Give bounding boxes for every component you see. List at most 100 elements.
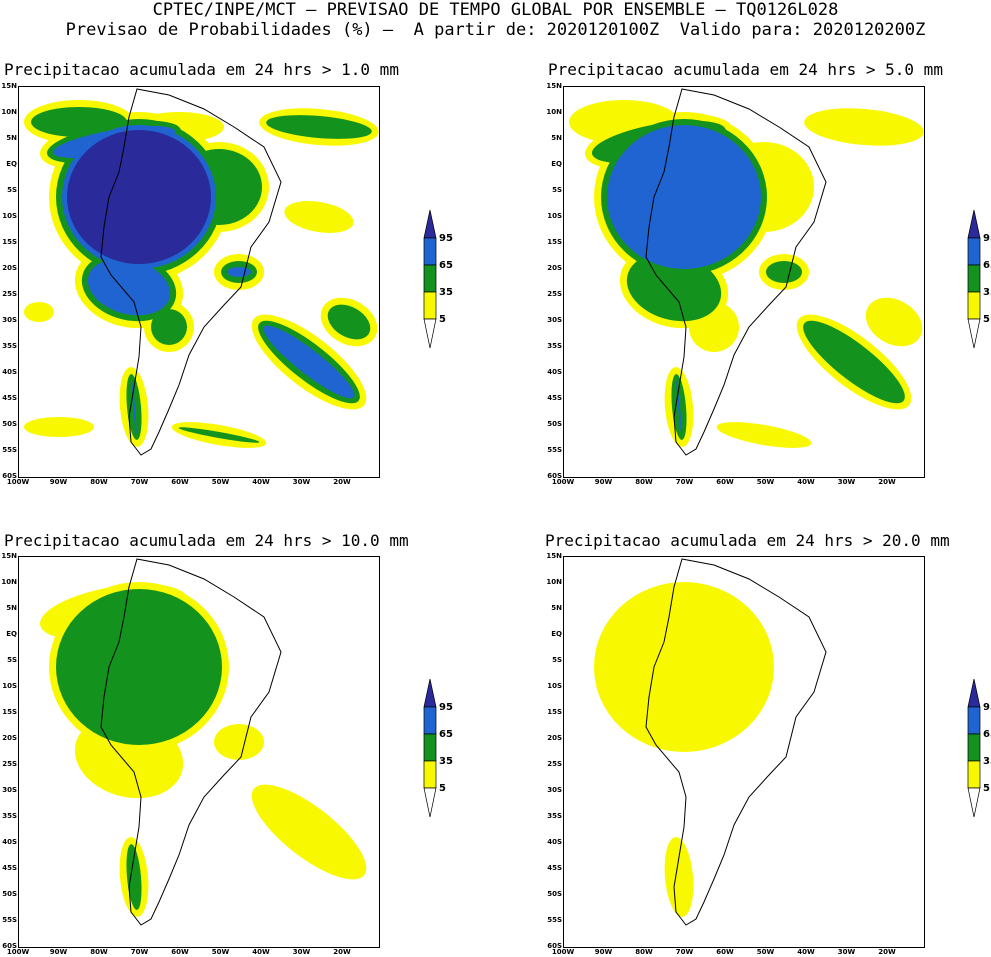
latitude-label: 50S bbox=[2, 890, 17, 898]
latitude-label: EQ bbox=[6, 630, 17, 638]
latitude-label: 40S bbox=[547, 838, 562, 846]
map-area bbox=[563, 86, 925, 478]
probability-contour bbox=[804, 108, 924, 146]
legend-label: 65 bbox=[983, 260, 991, 271]
longitude-label: 20W bbox=[333, 478, 351, 486]
continent-outline bbox=[100, 558, 282, 926]
longitude-label: 40W bbox=[252, 948, 270, 956]
probability-contour bbox=[803, 320, 905, 404]
latitude-label: 5S bbox=[552, 656, 562, 664]
legend-label: 65 bbox=[983, 729, 991, 740]
probability-contour bbox=[266, 115, 372, 139]
probability-contour bbox=[214, 724, 264, 760]
legend-band-35 bbox=[967, 733, 981, 762]
latitude-label: 10S bbox=[2, 212, 17, 220]
probability-contour bbox=[24, 302, 54, 322]
latitude-label: 45S bbox=[547, 394, 562, 402]
longitude-label: 60W bbox=[171, 948, 189, 956]
probability-contour bbox=[67, 130, 211, 264]
longitude-label: 20W bbox=[333, 948, 351, 956]
probability-contour bbox=[766, 261, 802, 283]
latitude-label: 45S bbox=[2, 394, 17, 402]
panel-title: Precipitacao acumulada em 24 hrs > 1.0 m… bbox=[4, 60, 399, 79]
latitude-label: 55S bbox=[547, 446, 562, 454]
legend-cap-0 bbox=[423, 787, 437, 818]
legend-band-65 bbox=[423, 706, 437, 735]
probability-legend: 95 65 35 5 bbox=[964, 208, 991, 358]
longitude-label: 50W bbox=[211, 478, 230, 486]
longitude-label: 40W bbox=[252, 478, 270, 486]
latitude-label: 25S bbox=[2, 290, 17, 298]
latitude-label: 15N bbox=[546, 82, 562, 90]
probability-contour bbox=[626, 252, 722, 322]
longitude-label: 40W bbox=[797, 948, 815, 956]
latitude-label: 40S bbox=[2, 838, 17, 846]
legend-cap-95 bbox=[967, 209, 981, 239]
continent-outline bbox=[100, 88, 282, 456]
latitude-label: EQ bbox=[551, 160, 562, 168]
latitude-label: 55S bbox=[2, 916, 17, 924]
latitude-label: 60S bbox=[547, 942, 562, 950]
longitude-label: 80W bbox=[90, 948, 108, 956]
latitude-label: 15S bbox=[2, 238, 17, 246]
legend-label: 35 bbox=[983, 756, 991, 767]
legend-cap-95 bbox=[423, 678, 437, 708]
latitude-label: 35S bbox=[547, 342, 562, 350]
map-area bbox=[18, 556, 380, 948]
longitude-label: 80W bbox=[635, 478, 653, 486]
latitude-label: 5N bbox=[551, 604, 562, 612]
longitude-label: 80W bbox=[90, 478, 108, 486]
latitude-label: 20S bbox=[2, 264, 17, 272]
legend-cap-0 bbox=[967, 318, 981, 349]
latitude-label: 40S bbox=[547, 368, 562, 376]
probability-contour bbox=[87, 258, 171, 316]
latitude-label: 15S bbox=[547, 708, 562, 716]
latitude-label: 40S bbox=[2, 368, 17, 376]
map-area bbox=[563, 556, 925, 948]
longitude-label: 60W bbox=[171, 478, 189, 486]
probability-contour bbox=[178, 427, 260, 443]
latitude-label: 60S bbox=[2, 472, 17, 480]
probability-contour bbox=[24, 417, 94, 437]
probability-contour bbox=[251, 784, 367, 880]
latitude-label: 5N bbox=[6, 604, 17, 612]
latitude-label: 10N bbox=[546, 108, 562, 116]
legend-band-35 bbox=[423, 264, 437, 293]
legend-label: 35 bbox=[983, 287, 991, 298]
legend-label: 95 bbox=[439, 233, 453, 244]
longitude-label: 100W bbox=[551, 948, 575, 956]
longitude-label: 30W bbox=[837, 948, 856, 956]
longitude-label: 70W bbox=[130, 948, 149, 956]
latitude-label: 5S bbox=[7, 186, 17, 194]
latitude-label: 10S bbox=[2, 682, 17, 690]
latitude-label: 15N bbox=[1, 552, 17, 560]
longitude-label: 90W bbox=[594, 948, 613, 956]
latitude-label: 20S bbox=[547, 264, 562, 272]
map-area bbox=[18, 86, 380, 478]
probability-contour bbox=[284, 201, 354, 233]
legend-cap-0 bbox=[967, 787, 981, 818]
legend-label: 5 bbox=[983, 314, 990, 325]
latitude-label: 50S bbox=[547, 420, 562, 428]
header-title: CPTEC/INPE/MCT – PREVISAO DE TEMPO GLOBA… bbox=[152, 0, 839, 20]
latitude-label: 30S bbox=[547, 786, 562, 794]
legend-label: 35 bbox=[439, 287, 453, 298]
latitude-label: 30S bbox=[2, 786, 17, 794]
probability-contour bbox=[716, 422, 812, 448]
panel-title: Precipitacao acumulada em 24 hrs > 10.0 … bbox=[4, 531, 409, 550]
continent-outline bbox=[645, 88, 827, 456]
panel-title: Precipitacao acumulada em 24 hrs > 5.0 m… bbox=[548, 60, 943, 79]
longitude-label: 30W bbox=[292, 948, 311, 956]
legend-band-5 bbox=[423, 291, 437, 320]
longitude-label: 100W bbox=[6, 478, 30, 486]
probability-contour bbox=[865, 297, 923, 347]
probability-contour bbox=[151, 309, 187, 345]
probability-contour bbox=[263, 325, 355, 399]
legend-label: 5 bbox=[439, 314, 446, 325]
latitude-label: 60S bbox=[547, 472, 562, 480]
longitude-label: 20W bbox=[878, 948, 896, 956]
probability-contour bbox=[664, 837, 694, 917]
probability-legend: 95 65 35 5 bbox=[964, 677, 991, 827]
longitude-label: 40W bbox=[797, 478, 815, 486]
probability-legend: 95 65 35 5 bbox=[420, 208, 480, 358]
